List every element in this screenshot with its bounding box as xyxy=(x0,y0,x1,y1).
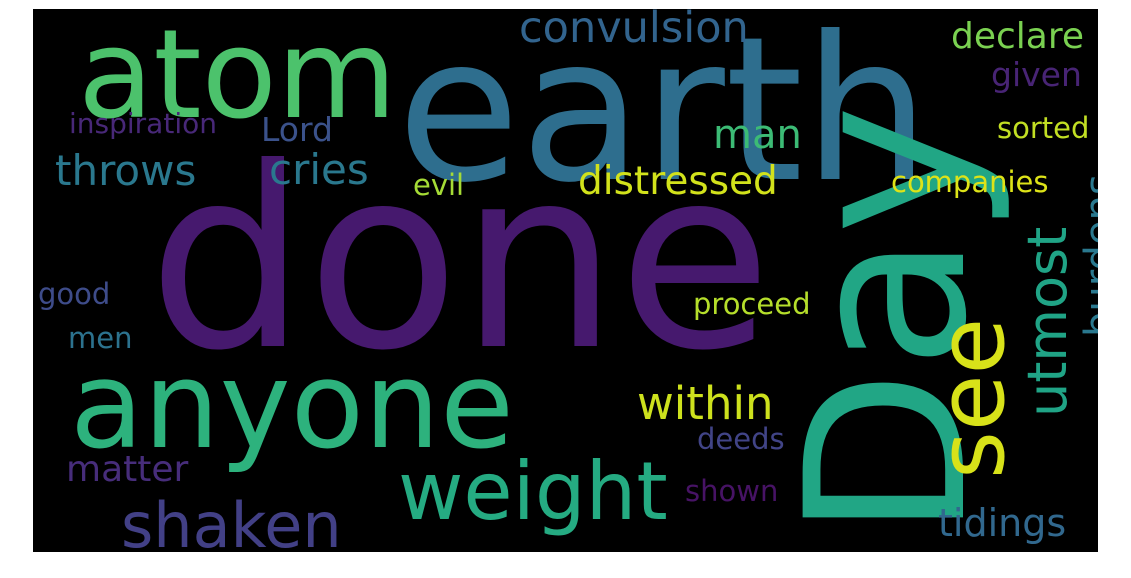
word-throws: throws xyxy=(55,146,196,195)
word-shown: shown xyxy=(685,474,778,508)
word-within: within xyxy=(637,377,774,430)
word-convulsion: convulsion xyxy=(519,9,749,53)
word-deeds: deeds xyxy=(697,422,785,456)
word-weight: weight xyxy=(398,445,668,538)
word-proceed: proceed xyxy=(693,287,810,321)
word-man: man xyxy=(713,112,802,158)
word-given: given xyxy=(991,55,1082,94)
word-anyone: anyone xyxy=(70,337,514,476)
word-atom: atom xyxy=(78,9,397,147)
word-done: done xyxy=(148,114,772,405)
word-shaken: shaken xyxy=(121,489,342,552)
word-earth: earth xyxy=(397,9,930,227)
word-men: men xyxy=(68,321,132,355)
word-evil: evil xyxy=(413,168,464,202)
cloud-background xyxy=(33,9,1098,552)
word-declare: declare xyxy=(951,16,1084,57)
word-lord: Lord xyxy=(261,110,333,149)
word-companies: companies xyxy=(891,165,1049,199)
word-see: see xyxy=(918,318,1025,479)
word-cloud: done earth Day atom anyone weight shaken see utm… xyxy=(33,9,1098,552)
word-day: Day xyxy=(759,105,1015,539)
word-utmost: utmost xyxy=(1016,227,1079,417)
word-burdens: burdens xyxy=(1077,174,1098,337)
word-inspiration: inspiration xyxy=(69,107,217,140)
word-sorted: sorted xyxy=(997,111,1089,145)
word-tidings: tidings xyxy=(938,501,1066,545)
word-distressed: distressed xyxy=(578,159,778,204)
word-matter: matter xyxy=(66,449,189,490)
word-cries: cries xyxy=(269,145,369,194)
word-good: good xyxy=(38,277,110,311)
